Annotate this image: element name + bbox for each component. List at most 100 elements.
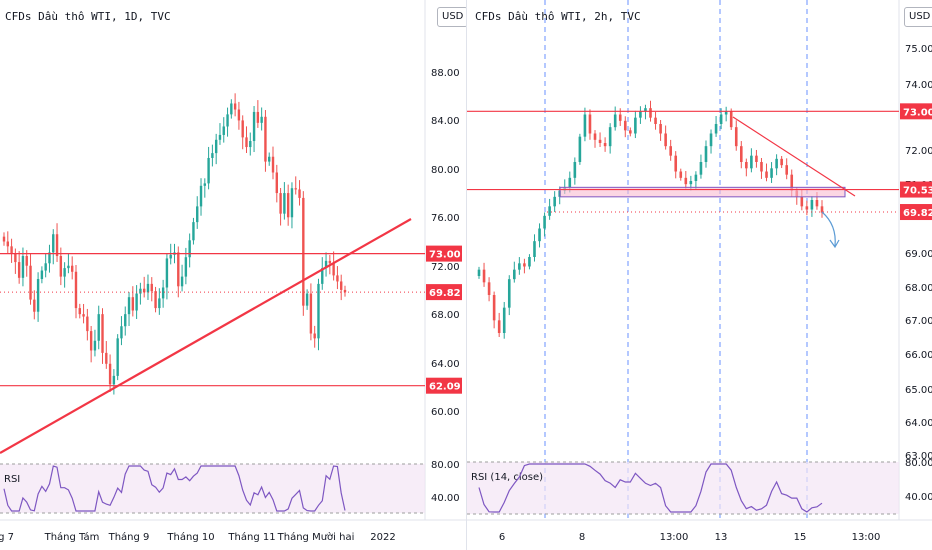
- time-axis-label: 8: [579, 532, 585, 543]
- left-chart-title: CFDs Dầu thô WTI, 1D, TVC: [5, 10, 171, 23]
- candle: [139, 288, 142, 294]
- candle: [55, 234, 59, 257]
- candle: [618, 114, 622, 121]
- candle: [502, 307, 506, 333]
- price-axis-label: 72.00: [431, 262, 460, 273]
- candle: [203, 183, 207, 186]
- candle: [820, 206, 824, 213]
- time-axis-label: g 7: [0, 532, 14, 543]
- price-axis-label: 68.00: [431, 310, 460, 321]
- price-level-badge: [900, 181, 932, 198]
- candle: [97, 314, 100, 341]
- candle: [785, 165, 788, 175]
- price-axis-label: 65.00: [905, 385, 932, 396]
- candle: [260, 116, 263, 123]
- candle: [482, 269, 486, 283]
- candle: [48, 252, 51, 264]
- time-axis-label: 13:00: [852, 532, 881, 543]
- candle: [268, 156, 271, 162]
- candle: [317, 283, 320, 339]
- price-axis-label: 74.00: [905, 80, 932, 91]
- candle: [33, 299, 36, 312]
- candle: [302, 197, 305, 306]
- candle: [583, 114, 587, 137]
- price-level-label: 69.82: [429, 288, 461, 299]
- candle: [116, 338, 119, 376]
- candle: [679, 171, 683, 178]
- left-currency-button[interactable]: USD: [437, 7, 469, 27]
- candle: [523, 263, 526, 267]
- price-level-label: 70.53: [903, 186, 932, 197]
- candle: [507, 279, 511, 308]
- candle: [340, 281, 343, 290]
- candle: [603, 143, 607, 147]
- time-axis-label: Tháng Mười hai: [277, 531, 355, 543]
- right-chart-canvas[interactable]: 75.0074.0072.0071.0069.0068.0067.0066.00…: [467, 0, 932, 550]
- candle: [6, 241, 9, 247]
- price-level-badge: [426, 377, 462, 394]
- candle: [588, 114, 592, 134]
- candle: [639, 111, 642, 118]
- candle: [188, 240, 191, 258]
- price-level-badge: [426, 284, 462, 301]
- candle: [86, 316, 89, 332]
- projection-arrow: [821, 211, 840, 249]
- candle: [765, 171, 768, 178]
- candle: [760, 162, 763, 172]
- right-chart-title: CFDs Dầu thô WTI, 2h, TVC: [475, 10, 641, 23]
- candle: [256, 111, 260, 123]
- candle: [158, 298, 161, 309]
- candle: [199, 185, 203, 207]
- candle: [241, 120, 244, 138]
- price-level-label: 69.82: [903, 208, 932, 219]
- price-axis-label: 66.00: [905, 350, 932, 361]
- candle: [127, 297, 131, 315]
- candle: [734, 127, 738, 147]
- candle: [487, 282, 491, 295]
- candle: [44, 263, 47, 271]
- candle: [298, 189, 301, 198]
- candle: [207, 157, 210, 184]
- candle: [805, 206, 809, 210]
- candle: [180, 276, 184, 287]
- time-axis-label: 15: [794, 532, 807, 543]
- candle: [89, 331, 93, 351]
- candle: [694, 174, 698, 181]
- time-axis-label: 13:00: [660, 532, 689, 543]
- candle: [63, 268, 66, 277]
- price-axis-label: 84.00: [431, 116, 460, 127]
- time-axis-label: 6: [499, 532, 505, 543]
- candle: [815, 200, 819, 207]
- candle: [67, 265, 70, 269]
- left-chart-panel[interactable]: 88.00 84.00 80.00 76.00 72.00 68.00 64.00 60.00…: [0, 0, 469, 550]
- candle: [548, 206, 551, 216]
- time-axis-label: 13: [715, 532, 728, 543]
- rsi-axis-label: 40.00: [905, 492, 932, 503]
- candle: [568, 177, 572, 188]
- trend-line: [732, 116, 856, 197]
- candle: [165, 258, 169, 288]
- candle: [40, 270, 44, 280]
- candle: [275, 172, 278, 194]
- price-level-badge: [900, 204, 932, 221]
- trend-line: [0, 218, 412, 454]
- candle: [17, 262, 21, 278]
- price-axis-label: 68.00: [905, 283, 932, 294]
- candle: [634, 117, 637, 134]
- candle: [699, 162, 703, 175]
- left-chart-canvas[interactable]: 88.00 84.00 80.00 76.00 72.00 68.00 64.00 60.00…: [0, 0, 466, 550]
- candle: [21, 256, 25, 278]
- time-axis-label: Tháng Tám: [44, 531, 100, 543]
- candle: [230, 103, 233, 115]
- candle: [578, 136, 582, 162]
- candle: [654, 117, 657, 124]
- candle: [674, 155, 678, 172]
- candle: [739, 146, 743, 162]
- candle: [608, 127, 612, 147]
- candle: [343, 289, 347, 293]
- price-level-label: 73.00: [429, 250, 461, 261]
- right-currency-button[interactable]: USD: [904, 7, 932, 27]
- right-chart-panel[interactable]: 75.0074.0072.0071.0069.0068.0067.0066.00…: [466, 0, 932, 550]
- rsi-axis-label: 40.00: [431, 493, 460, 504]
- candle: [154, 291, 157, 309]
